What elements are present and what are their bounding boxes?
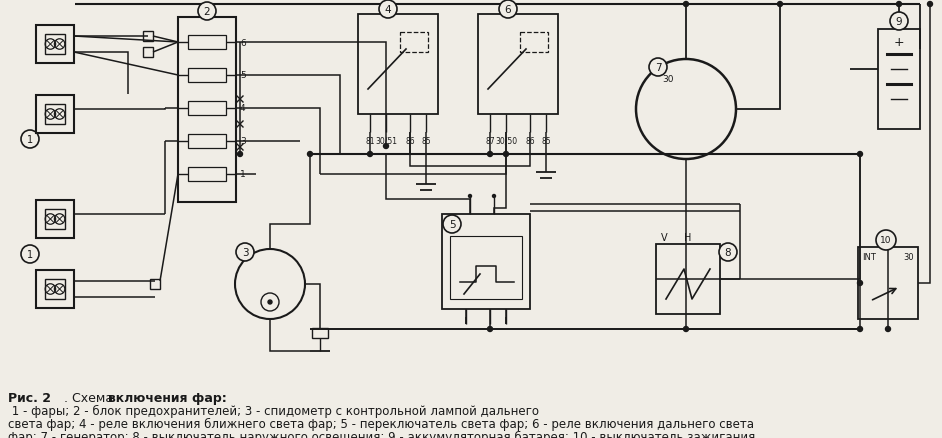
- Bar: [44, 209, 65, 230]
- Bar: [143, 48, 153, 58]
- Text: 4: 4: [384, 5, 391, 15]
- Bar: [442, 215, 530, 309]
- Bar: [478, 15, 558, 115]
- Circle shape: [890, 13, 908, 31]
- Text: 30: 30: [662, 75, 674, 84]
- Bar: [520, 33, 548, 53]
- Bar: [36, 201, 74, 238]
- Circle shape: [488, 327, 493, 332]
- Bar: [358, 15, 438, 115]
- Bar: [188, 36, 226, 50]
- Circle shape: [443, 215, 461, 233]
- Circle shape: [684, 3, 689, 7]
- Bar: [150, 279, 160, 290]
- Circle shape: [499, 1, 517, 19]
- Bar: [143, 32, 153, 42]
- Text: 85: 85: [421, 137, 430, 146]
- Bar: [44, 104, 65, 125]
- Bar: [44, 279, 65, 300]
- Bar: [36, 26, 74, 64]
- Bar: [188, 69, 226, 83]
- Bar: [656, 244, 720, 314]
- Bar: [188, 168, 226, 182]
- Circle shape: [857, 281, 863, 286]
- Text: 6: 6: [240, 39, 246, 47]
- Text: V: V: [660, 233, 667, 243]
- Circle shape: [236, 244, 254, 261]
- Bar: [178, 18, 236, 202]
- Circle shape: [885, 327, 890, 332]
- Text: 5: 5: [448, 219, 455, 230]
- Bar: [188, 135, 226, 148]
- Text: 1 - фары; 2 - блок предохранителей; 3 - спидометр с контрольной лампой дальнего: 1 - фары; 2 - блок предохранителей; 3 - …: [8, 404, 539, 417]
- Text: 3: 3: [242, 247, 249, 258]
- Bar: [878, 30, 920, 130]
- Circle shape: [198, 3, 216, 21]
- Text: 30: 30: [903, 252, 914, 261]
- Text: H: H: [684, 233, 691, 243]
- Bar: [858, 247, 918, 319]
- Bar: [36, 270, 74, 308]
- Bar: [36, 96, 74, 134]
- Text: 1: 1: [240, 170, 246, 179]
- Text: 81: 81: [365, 137, 375, 146]
- Circle shape: [468, 195, 472, 198]
- Circle shape: [379, 1, 397, 19]
- Circle shape: [367, 152, 372, 157]
- Bar: [312, 328, 328, 338]
- Text: фар; 7 - генератор; 8 - выключатель наружного освещения; 9 - аккумуляторная бата: фар; 7 - генератор; 8 - выключатель нару…: [8, 430, 755, 438]
- Circle shape: [876, 230, 896, 251]
- Circle shape: [719, 244, 737, 261]
- Text: 2: 2: [203, 7, 210, 17]
- Circle shape: [777, 3, 783, 7]
- Text: 30/50: 30/50: [495, 137, 517, 146]
- Circle shape: [488, 152, 493, 157]
- Circle shape: [383, 144, 388, 149]
- Text: 86: 86: [526, 137, 535, 146]
- Text: света фар; 4 - реле включения ближнего света фар; 5 - переключатель света фар; 6: света фар; 4 - реле включения ближнего с…: [8, 417, 754, 430]
- Text: Рис. 2: Рис. 2: [8, 391, 51, 404]
- Text: 86: 86: [405, 137, 414, 146]
- Text: 8: 8: [724, 247, 731, 258]
- Text: +: +: [894, 35, 904, 48]
- Circle shape: [857, 152, 863, 157]
- Text: 10: 10: [880, 236, 892, 245]
- Circle shape: [268, 300, 272, 304]
- Text: 85: 85: [542, 137, 551, 146]
- Circle shape: [493, 195, 495, 198]
- Bar: [188, 102, 226, 116]
- Text: 87: 87: [485, 137, 495, 146]
- Circle shape: [307, 152, 313, 157]
- Text: 30/51: 30/51: [375, 137, 397, 146]
- Text: 1: 1: [27, 249, 33, 259]
- Circle shape: [504, 152, 509, 157]
- Circle shape: [684, 327, 689, 332]
- Bar: [400, 33, 428, 53]
- Text: 7: 7: [655, 63, 661, 73]
- Text: 9: 9: [896, 17, 902, 27]
- Circle shape: [237, 152, 242, 157]
- Text: 5: 5: [240, 71, 246, 80]
- Text: включения фар:: включения фар:: [108, 391, 227, 404]
- Bar: [450, 237, 522, 299]
- Bar: [44, 35, 65, 55]
- Text: 6: 6: [505, 5, 512, 15]
- Text: 1: 1: [27, 135, 33, 145]
- Circle shape: [649, 59, 667, 77]
- Text: 3: 3: [240, 137, 246, 146]
- Text: . Схема: . Схема: [52, 391, 117, 404]
- Text: 4: 4: [240, 104, 246, 113]
- Circle shape: [857, 327, 863, 332]
- Circle shape: [897, 3, 901, 7]
- Text: INT: INT: [862, 252, 876, 261]
- Circle shape: [928, 3, 933, 7]
